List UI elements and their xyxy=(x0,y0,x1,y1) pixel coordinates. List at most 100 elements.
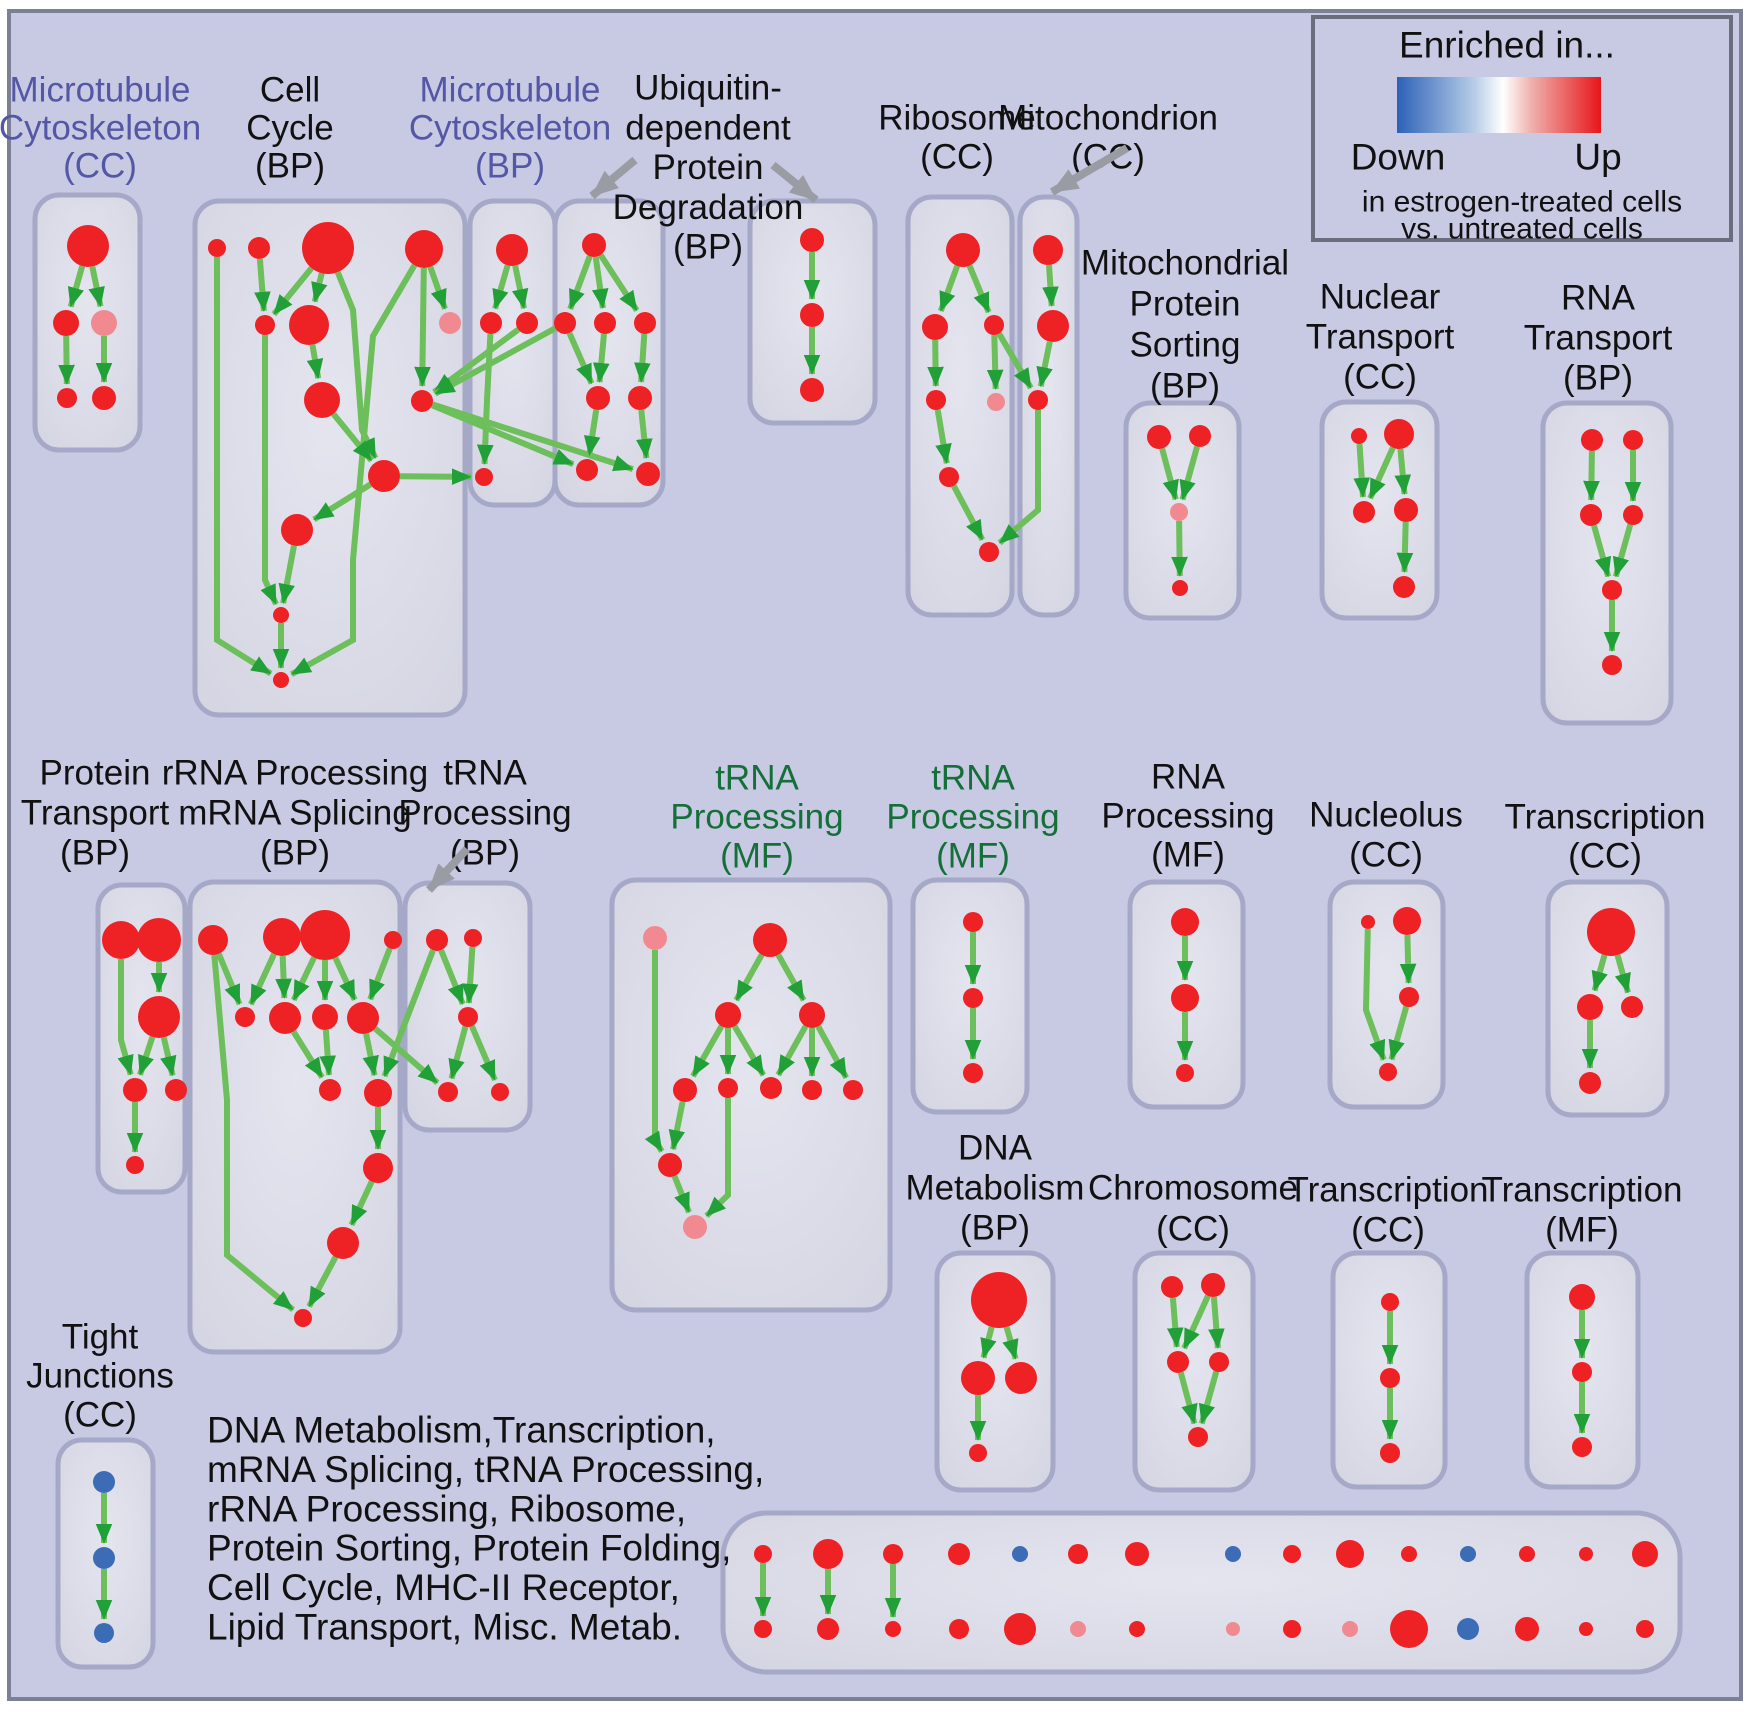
edge-arrow xyxy=(254,258,271,312)
cluster-label-rt: RNA xyxy=(1561,279,1636,318)
node-tj-v2 xyxy=(93,1547,115,1569)
node-trna_mf1-l xyxy=(658,1153,682,1177)
node-pt-lL xyxy=(123,1078,147,1102)
node-grid-b6 xyxy=(1129,1621,1145,1637)
edge-arrow xyxy=(332,956,358,1002)
edge-arrow xyxy=(306,1255,339,1308)
cluster-label-mtbp: Microtubule xyxy=(420,71,601,110)
node-tr_mf-v1 xyxy=(1569,1284,1595,1310)
footnote-line: Cell Cycle, MHC-II Receptor, xyxy=(207,1567,680,1608)
node-tj-v3 xyxy=(94,1623,114,1643)
legend-subtitle: vs. untreated cells xyxy=(1401,213,1643,246)
edge-arrow xyxy=(1036,341,1053,388)
cluster-label-tj: (CC) xyxy=(63,1396,137,1435)
edge-arrow xyxy=(216,952,243,1006)
edge-arrow xyxy=(414,267,431,387)
edge-arrow xyxy=(430,402,575,467)
node-grid-b2 xyxy=(885,1621,901,1637)
node-trna_mf2-v1 xyxy=(963,912,983,932)
mitochondrion-pointer-icon xyxy=(1049,144,1130,196)
node-cc-n10 xyxy=(368,460,400,492)
cluster-label-mps: Sorting xyxy=(1130,326,1241,365)
node-rnap-v3 xyxy=(1176,1064,1194,1082)
node-grid-t1 xyxy=(813,1539,843,1569)
node-grid-t13 xyxy=(1579,1547,1593,1561)
cluster-label-rrna: rRNA Processing xyxy=(162,754,428,793)
edge-arrow xyxy=(644,950,665,1153)
node-trna_mf1-f2 xyxy=(718,1078,738,1098)
edge-arrow xyxy=(1208,1296,1225,1349)
cluster-label-ribo: (CC) xyxy=(920,138,994,177)
node-ub1-b1 xyxy=(576,459,598,481)
node-grid-b3 xyxy=(949,1619,969,1639)
cluster-label-mps: Protein xyxy=(1130,285,1241,324)
node-rt-m2 xyxy=(1602,580,1622,600)
node-nt-tR xyxy=(1384,419,1414,449)
node-rrna-m1 xyxy=(235,1007,255,1027)
node-trna_mf1-t xyxy=(753,923,787,957)
node-grid-t9 xyxy=(1336,1540,1364,1568)
node-rnap-v1 xyxy=(1171,908,1199,936)
node-tr_cc2-mR xyxy=(1621,996,1643,1018)
cluster-label-rnap: Processing xyxy=(1101,797,1274,836)
cluster-label-pt: Protein xyxy=(40,754,151,793)
node-nuc-b xyxy=(1379,1063,1397,1081)
node-grid-t12 xyxy=(1519,1546,1535,1562)
node-rt-b xyxy=(1602,655,1622,675)
node-ub2-v3 xyxy=(800,378,824,402)
node-cc-n6 xyxy=(289,305,329,345)
node-trna_bp-lR xyxy=(491,1083,509,1101)
cluster-label-tr_cc3: (CC) xyxy=(1351,1211,1425,1250)
edge-arrow xyxy=(1198,1370,1220,1425)
node-grid-t2 xyxy=(883,1544,903,1564)
cluster-label-trna_bp: tRNA xyxy=(443,754,527,793)
edge-arrow xyxy=(290,956,317,1002)
node-cc-n1 xyxy=(208,239,226,257)
cluster-label-mt_cc: Cytoskeleton xyxy=(0,109,201,148)
edge-arrow xyxy=(732,1024,766,1077)
node-grid-b4 xyxy=(1004,1613,1036,1645)
node-grid-t3 xyxy=(948,1543,970,1565)
node-mtbp-bot xyxy=(475,468,493,486)
cluster-label-ub1: Protein xyxy=(653,148,764,187)
edge-arrow xyxy=(476,333,494,465)
cluster-box-chrom xyxy=(1132,1250,1256,1493)
edge-arrow xyxy=(1166,1297,1184,1348)
node-rrna-m2 xyxy=(269,1002,301,1034)
node-grid-t7 xyxy=(1225,1546,1241,1562)
node-cc-n12 xyxy=(273,607,289,623)
edge-arrow xyxy=(290,263,417,677)
node-rt-mR xyxy=(1623,505,1643,525)
node-trna_mf1-b xyxy=(683,1215,707,1239)
node-tj-v1 xyxy=(93,1471,115,1493)
cluster-label-pt: Transport xyxy=(21,794,170,833)
edge-arrow xyxy=(433,325,557,397)
edge-arrow xyxy=(1179,445,1200,501)
edge-arrow xyxy=(511,265,529,310)
edge-arrow xyxy=(469,1025,498,1082)
node-ub1-l1 xyxy=(586,386,610,410)
node-grid-t0 xyxy=(754,1545,772,1563)
cluster-label-rnap: (MF) xyxy=(1151,836,1225,875)
node-nt-mR xyxy=(1394,498,1418,522)
cluster-label-chrom: Chromosome xyxy=(1088,1169,1298,1208)
cluster-label-ub1: Degradation xyxy=(613,188,804,227)
node-cc-n13 xyxy=(273,672,289,688)
node-trna_bp-tR xyxy=(464,929,482,947)
edge-arrow xyxy=(966,264,992,314)
legend-title: Enriched in... xyxy=(1399,25,1615,66)
node-grid-t11 xyxy=(1460,1546,1476,1562)
node-trna_mf1-m1 xyxy=(715,1002,741,1028)
node-mps-tR xyxy=(1189,425,1211,447)
node-cc-n3 xyxy=(302,222,354,274)
node-dnam-mR xyxy=(1005,1362,1037,1394)
edge-arrow xyxy=(591,256,609,309)
cluster-label-dnam: (BP) xyxy=(960,1209,1030,1248)
cluster-label-mito: Mitochondrion xyxy=(998,99,1218,138)
node-grid-b10 xyxy=(1390,1610,1428,1648)
cluster-label-cc: (BP) xyxy=(255,147,325,186)
edge-arrow xyxy=(214,257,273,677)
cluster-label-tj: Tight xyxy=(62,1318,139,1357)
legend-down-label: Down xyxy=(1351,137,1446,178)
